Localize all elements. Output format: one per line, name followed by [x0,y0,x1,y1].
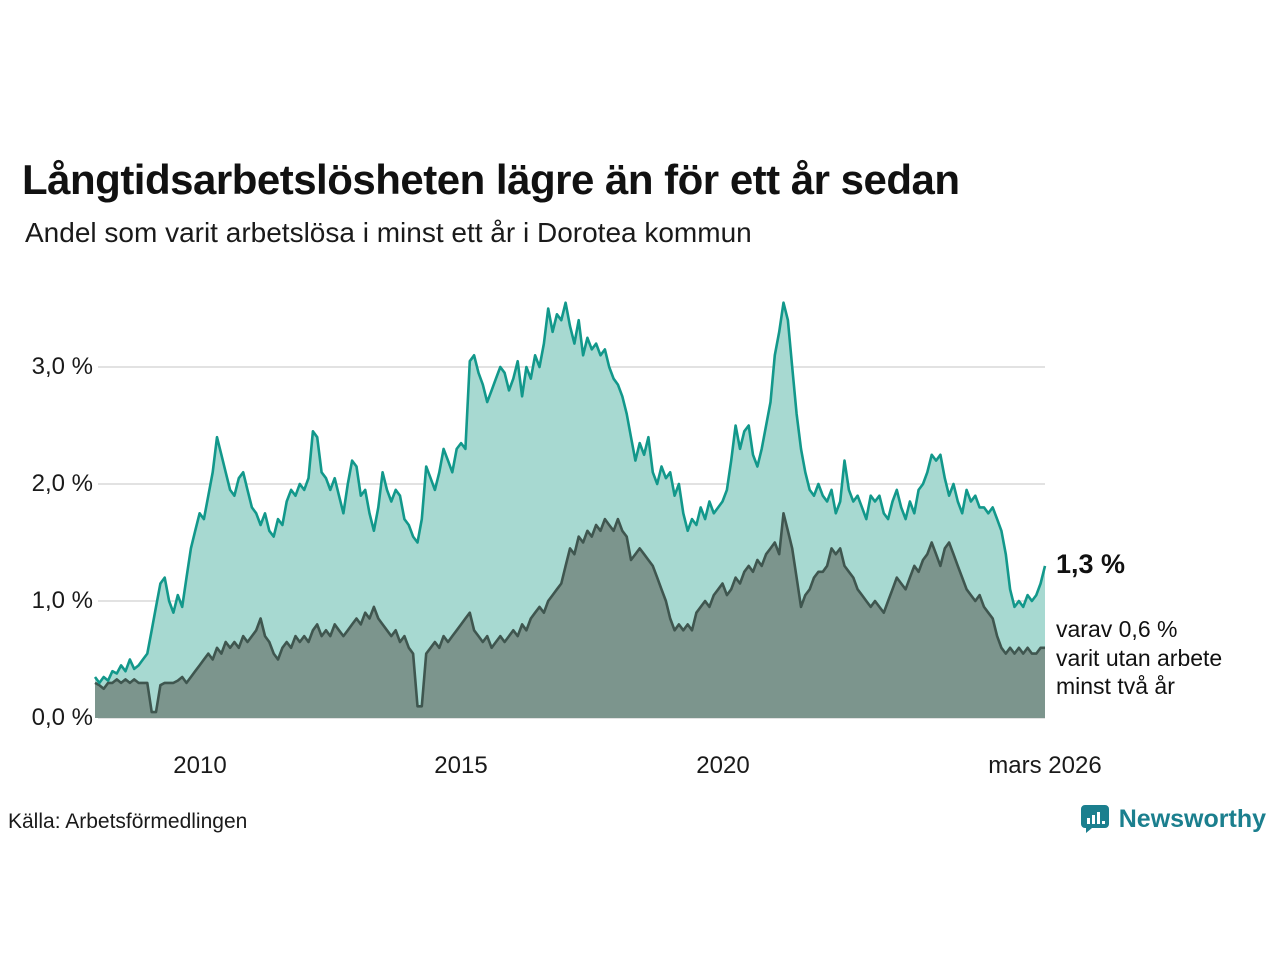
annotation-line: varav 0,6 % [1056,615,1178,642]
annotation-line: minst två år [1056,673,1175,700]
line-minst-ett-ar [93,301,1047,685]
y-axis-tick-label: 3,0 % [31,353,93,380]
y-axis-tick-label: 0,0 % [31,704,93,731]
x-axis-tick-label: 2015 [434,752,488,779]
chart-subtitle: Andel som varit arbetslösa i minst ett å… [25,217,752,248]
end-sub-annotation: varav 0,6 % varit utan arbete minst två … [1056,615,1222,701]
newsworthy-wordmark: Newsworthy [1118,804,1266,833]
annotation-line: varit utan arbete [1056,644,1223,671]
x-axis-tick-label: 2020 [696,752,750,779]
y-axis-tick-label: 1,0 % [31,587,93,614]
area-minst-tva-ar [95,513,1045,718]
y-axis-tick-label: 2,0 % [31,470,93,497]
line-minst-tva-ar [94,511,1045,714]
x-axis-tick-label: mars 2026 [988,752,1102,779]
newsworthy-logo: Newsworthy [1080,804,1266,834]
newsworthy-logo-icon [1080,804,1110,834]
x-axis-tick-label: 2010 [173,752,227,779]
source-credit: Källa: Arbetsförmedlingen [8,810,248,833]
end-value-label: 1,3 % [1056,548,1126,579]
chart-title: Långtidsarbetslösheten lägre än för ett … [22,156,960,204]
